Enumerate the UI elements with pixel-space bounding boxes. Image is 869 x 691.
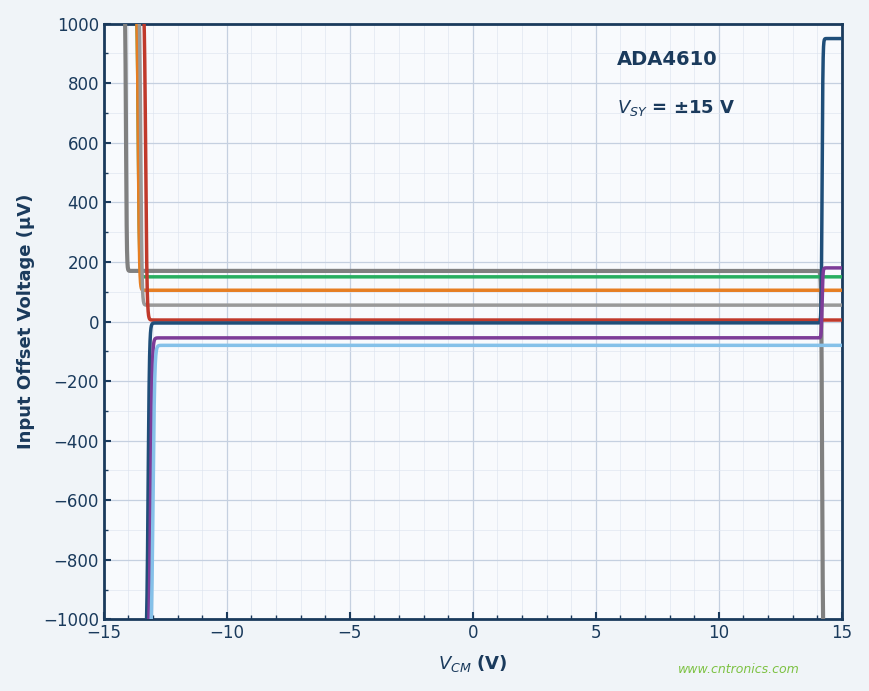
X-axis label: $V_{CM}$ (V): $V_{CM}$ (V) bbox=[438, 653, 507, 674]
Text: $V_{SY}$ = ±15 V: $V_{SY}$ = ±15 V bbox=[617, 98, 735, 118]
Y-axis label: Input Offset Voltage (μV): Input Offset Voltage (μV) bbox=[17, 194, 35, 449]
Text: ADA4610: ADA4610 bbox=[617, 50, 717, 70]
Text: www.cntronics.com: www.cntronics.com bbox=[678, 663, 799, 676]
